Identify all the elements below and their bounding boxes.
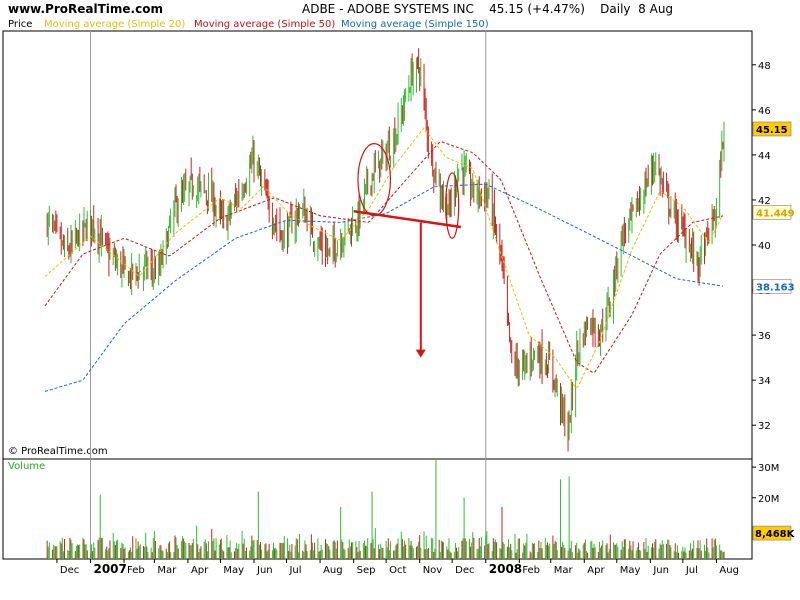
x-month-label: Aug <box>719 565 739 576</box>
last-price-badge: 45.15 <box>756 125 788 136</box>
y-tick-label: 44 <box>758 151 771 162</box>
legend-ma20: Moving average (Simple 20) <box>44 19 186 30</box>
x-month-label: Dec <box>60 565 79 576</box>
x-month-label: Apr <box>191 565 209 576</box>
neckline <box>353 209 462 229</box>
x-month-label: Jun <box>652 565 669 576</box>
pattern-ellipse <box>445 172 460 239</box>
copyright: © ProRealTime.com <box>8 446 108 457</box>
x-month-label: Feb <box>522 565 540 576</box>
y-tick-label: 36 <box>758 331 771 342</box>
x-month-label: Aug <box>323 565 343 576</box>
last-price-badge-box <box>752 121 792 137</box>
x-month-label: Mar <box>157 565 177 576</box>
x-year-label: 2008 <box>489 562 522 576</box>
volume-last-badge-box <box>752 525 792 541</box>
target-arrow-head <box>415 349 426 358</box>
volume-panel-frame <box>2 458 753 560</box>
x-month-label: Dec <box>455 565 474 576</box>
volume-tick-label: 30M <box>758 463 779 474</box>
x-month-label: Nov <box>423 565 443 576</box>
ma150-badge-box <box>752 279 792 294</box>
x-month-label: May <box>223 565 244 576</box>
volume-label: Volume <box>8 461 46 472</box>
site-name: www.ProRealTime.com <box>8 2 163 16</box>
symbol-title: ADBE - ADOBE SYSTEMS INC <box>302 2 474 16</box>
pattern-ellipse <box>357 143 392 217</box>
x-month-label: May <box>620 565 641 576</box>
price-panel-frame <box>2 30 753 460</box>
x-month-label: Apr <box>587 565 605 576</box>
x-month-label: Jul <box>685 565 698 576</box>
legend-ma50: Moving average (Simple 50) <box>194 19 336 30</box>
legend-price: Price <box>8 19 33 30</box>
x-month-label: Oct <box>389 565 406 576</box>
y-tick-label: 34 <box>758 376 771 387</box>
chart-title: ADBE - ADOBE SYSTEMS INC 45.15 (+4.47%) … <box>302 2 673 16</box>
ma20-badge-box <box>752 205 792 220</box>
ma150-badge: 38.163 <box>756 282 795 293</box>
legend-ma150: Moving average (Simple 150) <box>341 19 489 30</box>
x-year-label: 2007 <box>93 562 126 576</box>
quote-date: 8 Aug <box>638 2 674 16</box>
y-tick-label: 46 <box>758 106 771 117</box>
period: Daily <box>600 2 631 16</box>
x-month-label: Mar <box>554 565 574 576</box>
y-tick-label: 32 <box>758 421 771 432</box>
x-month-label: Feb <box>127 565 145 576</box>
x-month-label: Jul <box>288 565 301 576</box>
ma150-line <box>44 183 723 392</box>
ma20-badge: 41.449 <box>756 208 795 219</box>
chart-header: www.ProRealTime.com ADBE - ADOBE SYSTEMS… <box>0 0 800 18</box>
ma20-line <box>44 127 724 389</box>
last-quote: 45.15 (+4.47%) <box>489 2 585 16</box>
volume-tick-label: 20M <box>758 494 779 505</box>
x-month-label: Sep <box>357 565 376 576</box>
y-tick-label: 48 <box>758 61 771 72</box>
x-month-label: Jun <box>256 565 273 576</box>
y-tick-label: 40 <box>758 241 771 252</box>
y-tick-label: 42 <box>758 196 771 207</box>
volume-last-badge: 8,468K <box>755 529 796 540</box>
